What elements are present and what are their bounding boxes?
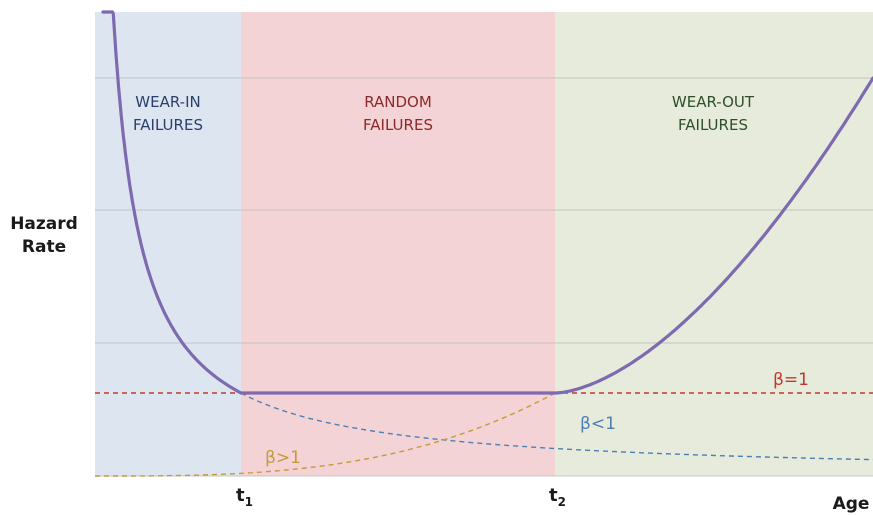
tick-t1: t1 bbox=[236, 485, 253, 509]
wear-out-region bbox=[555, 12, 873, 476]
random-label-line2: FAILURES bbox=[363, 116, 433, 134]
wear-in-label-line2: FAILURES bbox=[133, 116, 203, 134]
wear-in-label-line1: WEAR-IN bbox=[135, 93, 200, 111]
beta-gt-1-label: β>1 bbox=[265, 448, 301, 468]
wear-out-label-line1: WEAR-OUT bbox=[672, 93, 755, 111]
beta-eq-1-label: β=1 bbox=[773, 370, 809, 390]
y-axis-title-line1: Hazard bbox=[10, 214, 78, 234]
beta-gt-1-dashed-curve bbox=[95, 392, 556, 477]
tick-t1-base: t bbox=[236, 485, 245, 506]
beta-lt-1-label: β<1 bbox=[580, 414, 616, 434]
tick-t1-subscript: 1 bbox=[245, 495, 253, 509]
random-label-line1: RANDOM bbox=[364, 93, 432, 111]
y-axis-title-line2: Rate bbox=[22, 237, 66, 257]
tick-t2: t2 bbox=[549, 485, 566, 509]
tick-t2-subscript: 2 bbox=[558, 495, 566, 509]
beta-lt-1-dashed-curve bbox=[240, 392, 873, 461]
random-region bbox=[241, 12, 555, 476]
bathtub-curve bbox=[101, 10, 873, 395]
wear-out-label-line2: FAILURES bbox=[678, 116, 748, 134]
x-axis-title: Age bbox=[833, 494, 870, 514]
tick-t2-base: t bbox=[549, 485, 558, 506]
